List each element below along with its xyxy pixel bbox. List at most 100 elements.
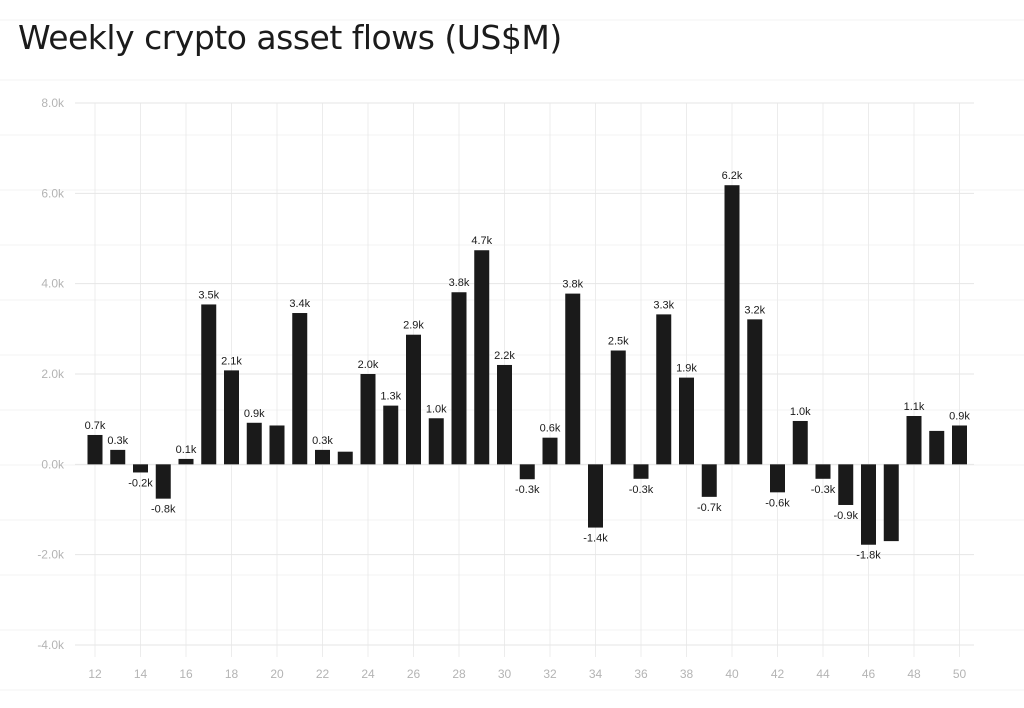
x-tick-label: 36 bbox=[634, 667, 648, 681]
data-label: -1.8k bbox=[856, 550, 881, 562]
bar bbox=[633, 464, 649, 479]
y-tick-label: 6.0k bbox=[41, 186, 65, 200]
bar bbox=[747, 319, 763, 465]
y-tick-label: 2.0k bbox=[41, 367, 65, 381]
data-label: 1.0k bbox=[790, 406, 811, 418]
x-tick-label: 44 bbox=[816, 667, 830, 681]
bar bbox=[87, 434, 103, 465]
x-tick-label: 12 bbox=[88, 667, 102, 681]
data-labels: 0.7k0.3k-0.2k-0.8k0.1k3.5k2.1k0.9k3.4k0.… bbox=[85, 170, 971, 562]
bar bbox=[178, 458, 194, 465]
x-tick-label: 20 bbox=[270, 667, 284, 681]
bar bbox=[315, 449, 330, 465]
x-tick-label: 26 bbox=[407, 667, 421, 681]
y-tick-label: 0.0k bbox=[41, 457, 65, 471]
bar bbox=[770, 464, 785, 493]
data-label: 3.8k bbox=[449, 277, 470, 289]
y-axis: -4.0k -2.0k 0.0k 2.0k 4.0k 6.0k 8.0k bbox=[37, 96, 65, 652]
bar bbox=[815, 464, 831, 479]
chart-title: Weekly crypto asset flows (US$M) bbox=[18, 18, 562, 57]
bar bbox=[110, 449, 126, 465]
data-label: 3.2k bbox=[744, 304, 765, 316]
data-label: 2.5k bbox=[608, 336, 629, 348]
data-label: 6.2k bbox=[722, 170, 743, 182]
data-label: 1.0k bbox=[426, 403, 447, 415]
bar bbox=[224, 370, 239, 465]
bar bbox=[656, 314, 672, 465]
bar bbox=[679, 377, 694, 465]
data-label: 2.2k bbox=[494, 350, 515, 362]
data-label: 1.3k bbox=[380, 391, 401, 403]
x-tick-label: 30 bbox=[498, 667, 512, 681]
data-label: 1.9k bbox=[676, 363, 697, 375]
x-tick-label: 46 bbox=[862, 667, 876, 681]
x-tick-label: 34 bbox=[589, 667, 603, 681]
bar bbox=[838, 464, 854, 505]
data-label: -1.4k bbox=[583, 533, 608, 545]
data-label: 0.1k bbox=[176, 444, 197, 456]
bar bbox=[497, 364, 512, 465]
x-tick-label: 16 bbox=[179, 667, 193, 681]
data-label: 0.3k bbox=[312, 435, 333, 447]
x-tick-label: 18 bbox=[225, 667, 239, 681]
bar bbox=[701, 464, 717, 497]
data-label: -0.3k bbox=[515, 484, 540, 496]
x-tick-label: 42 bbox=[771, 667, 785, 681]
y-tick-label: 8.0k bbox=[41, 96, 65, 110]
bar bbox=[588, 464, 603, 528]
x-tick-label: 14 bbox=[134, 667, 148, 681]
data-label: 3.5k bbox=[198, 289, 219, 301]
data-label: 0.7k bbox=[85, 420, 106, 432]
bar bbox=[724, 185, 740, 465]
data-label: 0.3k bbox=[107, 435, 128, 447]
x-tick-label: 50 bbox=[953, 667, 967, 681]
data-label: 0.6k bbox=[540, 423, 561, 435]
bar bbox=[542, 437, 558, 465]
bar bbox=[519, 464, 535, 480]
data-label: 2.9k bbox=[403, 320, 424, 332]
x-tick-label: 38 bbox=[680, 667, 694, 681]
x-tick-label: 24 bbox=[361, 667, 375, 681]
bar bbox=[337, 451, 353, 465]
data-label: 4.7k bbox=[471, 235, 492, 247]
bar bbox=[383, 405, 399, 465]
data-label: 0.9k bbox=[949, 410, 970, 422]
bar bbox=[292, 313, 308, 465]
bar bbox=[792, 420, 808, 465]
bar bbox=[133, 464, 148, 473]
bar bbox=[474, 250, 490, 465]
data-label: 2.1k bbox=[221, 355, 242, 367]
y-tick-label: -4.0k bbox=[37, 638, 65, 652]
bar bbox=[406, 334, 421, 465]
bar bbox=[201, 304, 217, 465]
x-tick-label: 40 bbox=[725, 667, 739, 681]
bar bbox=[246, 422, 262, 465]
x-tick-label: 48 bbox=[907, 667, 921, 681]
bar bbox=[155, 464, 171, 499]
data-label: -0.2k bbox=[128, 477, 153, 489]
bar bbox=[610, 350, 626, 465]
x-tick-label: 28 bbox=[452, 667, 466, 681]
data-label: -0.8k bbox=[151, 504, 176, 516]
data-label: 3.3k bbox=[653, 299, 674, 311]
bar bbox=[906, 416, 922, 465]
bar bbox=[952, 425, 967, 465]
data-label: -0.3k bbox=[629, 484, 654, 496]
data-label: 0.9k bbox=[244, 408, 265, 420]
y-tick-label: 4.0k bbox=[41, 277, 65, 291]
y-tick-label: -2.0k bbox=[37, 548, 65, 562]
data-label: -0.9k bbox=[834, 510, 859, 522]
data-label: -0.6k bbox=[765, 497, 790, 509]
bar bbox=[269, 425, 285, 465]
bar bbox=[883, 464, 899, 542]
data-label: 1.1k bbox=[904, 401, 925, 413]
data-label: 2.0k bbox=[358, 359, 379, 371]
x-axis: 12 14 16 18 20 22 24 26 28 30 32 34 36 38 40 42 44 46 48 50 bbox=[88, 667, 966, 681]
data-label: 3.4k bbox=[289, 298, 310, 310]
data-label: -0.3k bbox=[811, 484, 836, 496]
x-tick-label: 32 bbox=[543, 667, 557, 681]
data-label: -0.7k bbox=[697, 502, 722, 514]
bar bbox=[861, 464, 876, 545]
bars bbox=[87, 185, 967, 545]
